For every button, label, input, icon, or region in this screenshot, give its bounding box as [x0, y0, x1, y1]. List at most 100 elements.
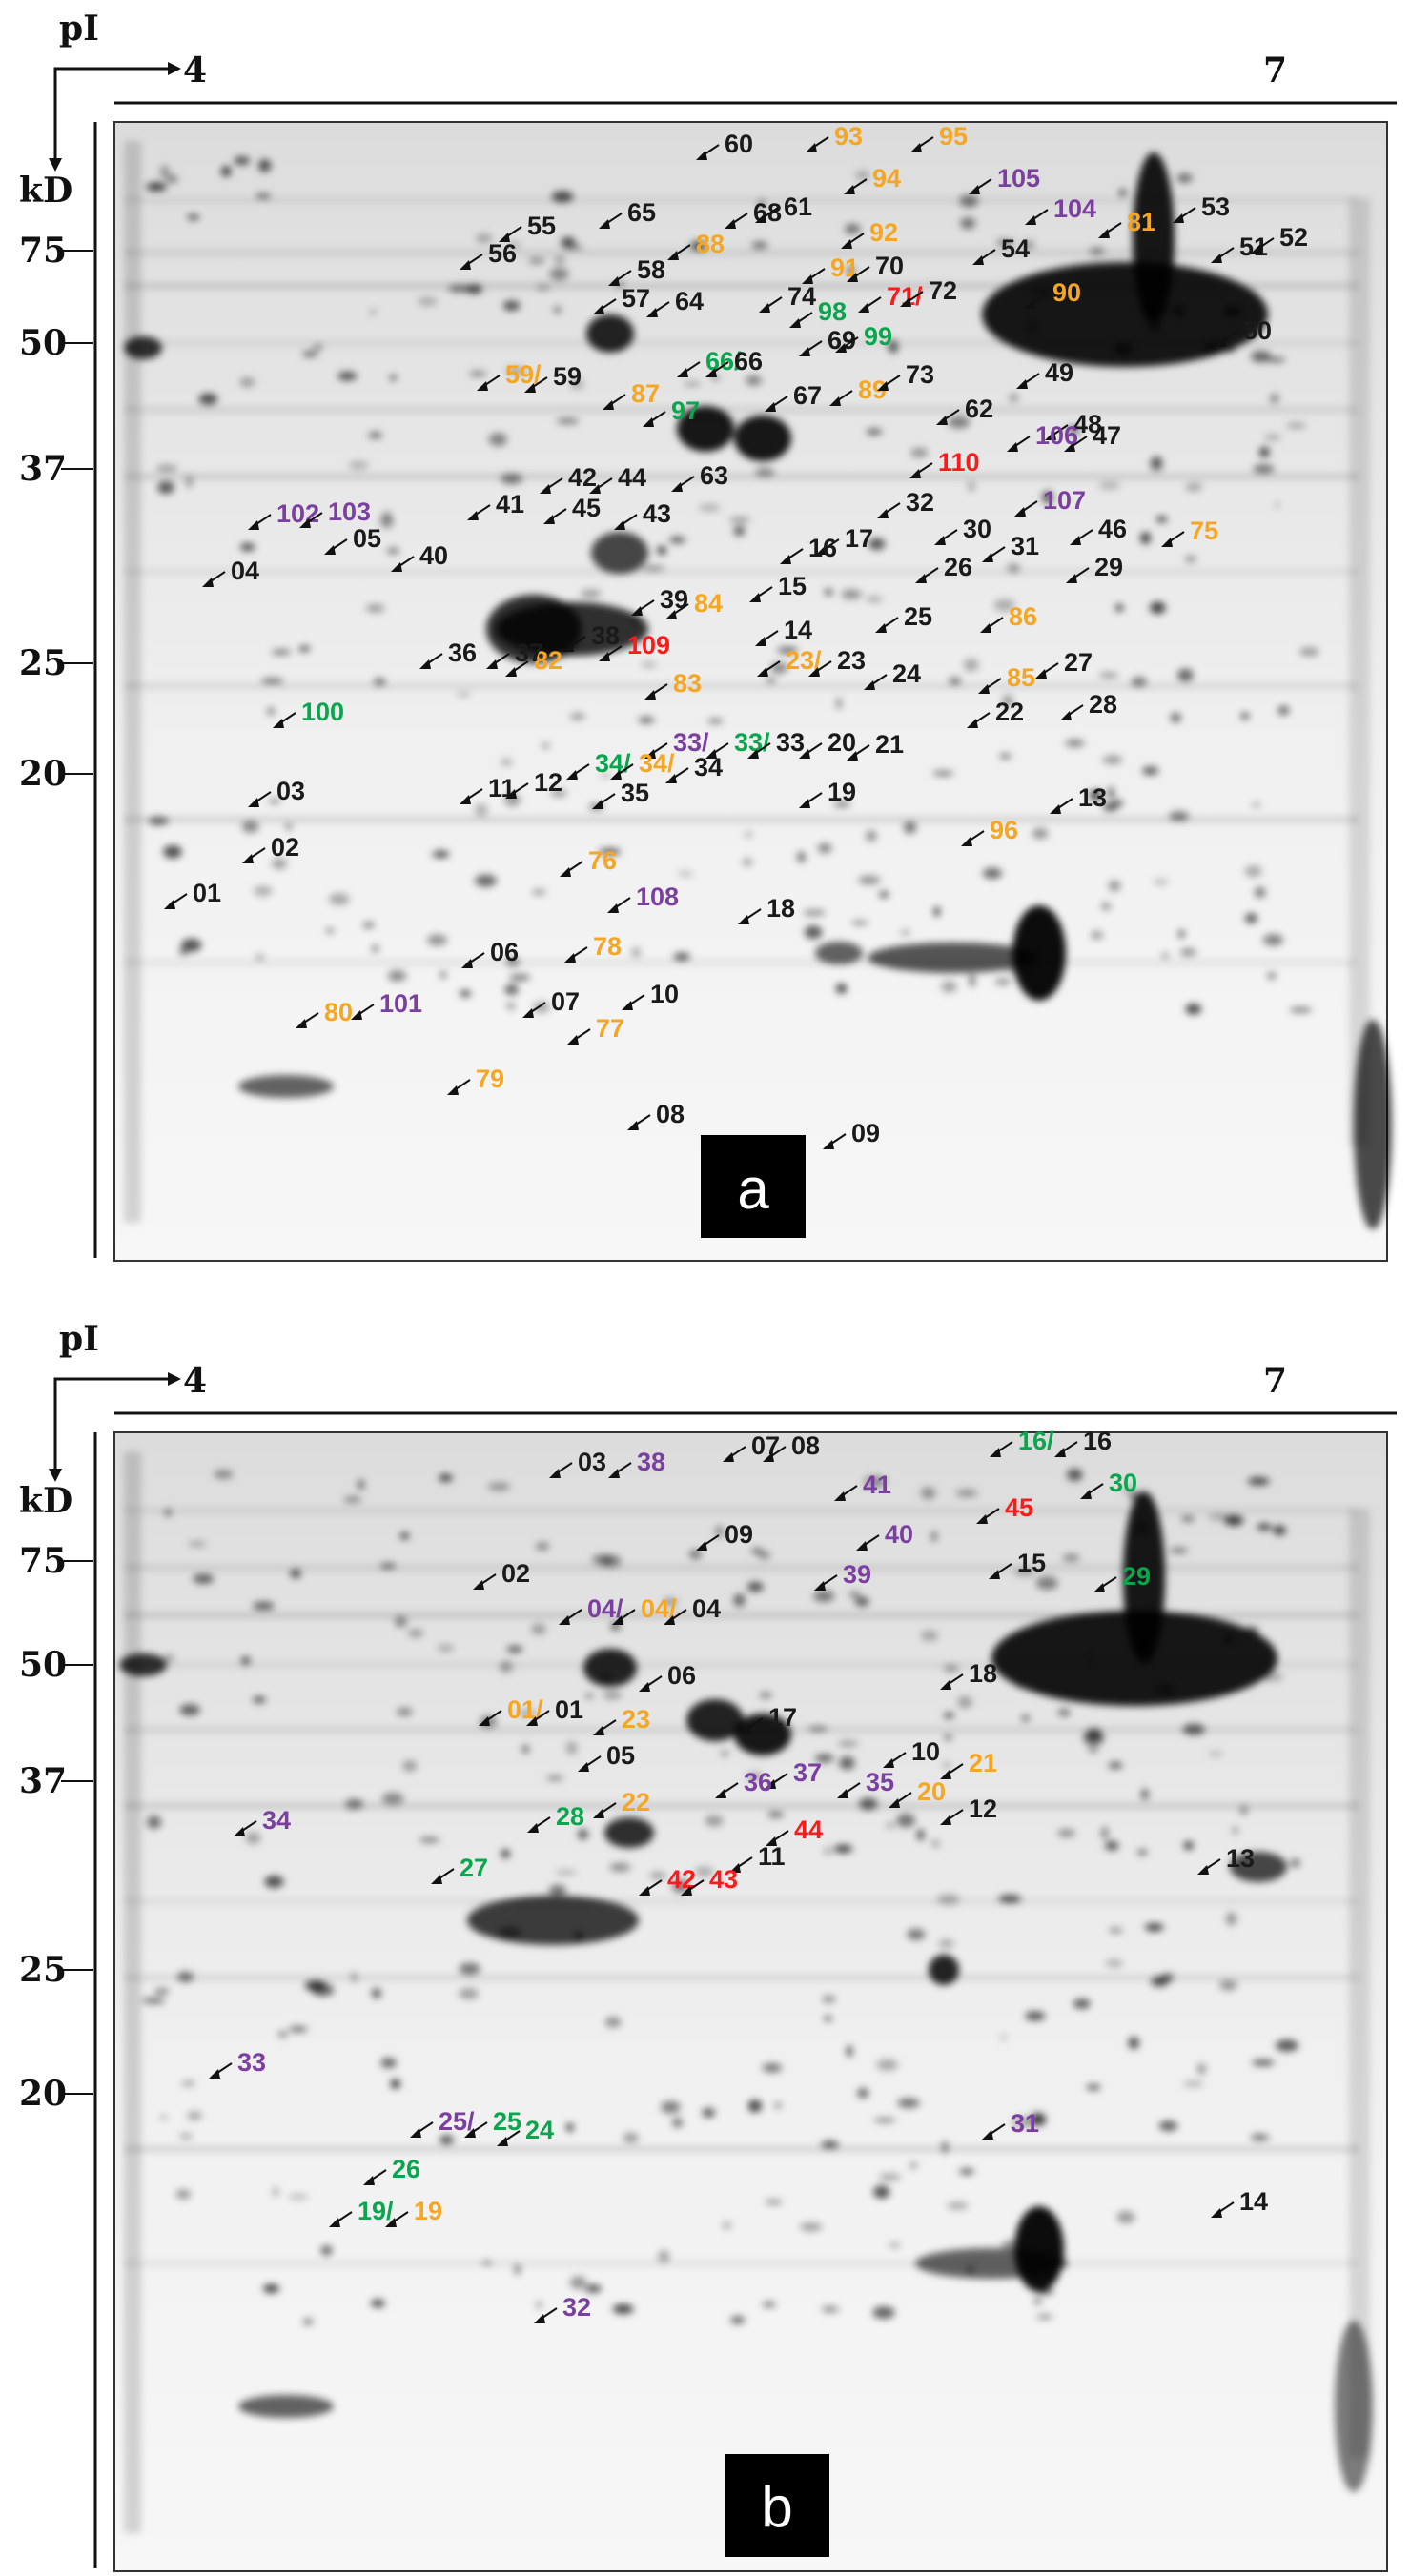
pi-arrow-icon [53, 1377, 172, 1472]
gel-protein-spots [124, 141, 1392, 1229]
spot-label: 67 [793, 381, 822, 410]
spot-label: 56 [488, 239, 517, 268]
kd-tick-label: 37 [19, 449, 67, 489]
spot-label: 98 [818, 297, 847, 326]
spot-label: 16/ [1018, 1427, 1054, 1455]
spot-label: 23 [837, 646, 866, 675]
spot-arrow-icon [1093, 1576, 1117, 1592]
spot-arrow-icon [527, 1816, 551, 1833]
spot-arrow-icon [834, 1485, 858, 1501]
spot-arrow-icon [1197, 1858, 1221, 1875]
spot-label: 38 [591, 621, 620, 650]
spot-label: 80 [324, 998, 353, 1026]
spot-label: 66/ [705, 347, 742, 375]
spot-label: 47 [1093, 421, 1121, 450]
spot-arrow-icon [534, 2307, 558, 2323]
spot-label: 36 [448, 639, 477, 667]
spot-arrow-icon [631, 599, 655, 616]
spot-arrow-icon [1161, 531, 1185, 547]
spot-arrow-icon [599, 213, 623, 229]
spot-arrow-icon [505, 782, 529, 799]
pi-axis-label: pI [59, 1319, 99, 1359]
spot-label: 26 [392, 2155, 420, 2183]
spot-arrow-icon [567, 1028, 591, 1045]
spot-label: 07 [551, 987, 580, 1016]
spot-label: 29 [1122, 1562, 1151, 1591]
spot-label: 55 [527, 212, 556, 240]
spot-arrow-icon [705, 742, 729, 759]
spot-arrow-icon [667, 244, 691, 260]
spot-label: 38 [637, 1448, 665, 1476]
spot-arrow-icon [559, 1609, 582, 1625]
spot-arrow-icon [599, 645, 623, 661]
spot-arrow-icon [1215, 331, 1238, 347]
spot-arrow-icon [877, 375, 901, 391]
spot-label: 103 [328, 497, 371, 526]
spot-arrow-icon [473, 1573, 497, 1590]
spot-arrow-icon [467, 504, 491, 520]
spot-label: 93 [834, 122, 863, 151]
spot-label: 94 [872, 164, 901, 193]
spot-arrow-icon [273, 712, 296, 728]
spot-label: 37 [793, 1758, 822, 1787]
spot-label: 72 [929, 276, 957, 305]
spot-arrow-icon [592, 793, 616, 809]
spot-arrow-icon [1066, 567, 1090, 583]
spot-label: 03 [578, 1448, 606, 1476]
spot-arrow-icon [612, 1609, 636, 1625]
spot-arrow-icon [363, 2169, 387, 2185]
spot-arrow-icon [900, 291, 924, 307]
spot-label: 99 [864, 322, 892, 351]
spot-label: 83 [673, 669, 702, 698]
spot-label: 37 [515, 639, 543, 667]
spot-label: 28 [1089, 690, 1117, 719]
spot-label: 57 [622, 284, 650, 313]
spot-arrow-icon [980, 617, 1004, 633]
kd-tick-label: 75 [19, 231, 67, 271]
spot-arrow-icon [614, 514, 638, 530]
spot-label: 65 [627, 198, 656, 227]
spot-arrow-icon [725, 213, 748, 229]
spot-arrow-icon [242, 847, 266, 863]
kd-tick-label: 75 [19, 1541, 67, 1581]
spot-label: 85 [1007, 663, 1035, 692]
spot-label: 25 [493, 2107, 521, 2136]
spot-arrow-icon [910, 136, 934, 152]
spot-arrow-icon [1035, 662, 1059, 679]
spot-label: 59 [553, 362, 582, 391]
spot-arrow-icon [837, 1782, 861, 1798]
spot-label: 12 [969, 1795, 997, 1823]
spot-arrow-icon [460, 788, 483, 804]
spot-arrow-icon [622, 994, 645, 1010]
spot-arrow-icon [755, 207, 779, 223]
spot-arrow-icon [391, 556, 415, 572]
spot-arrow-icon [982, 546, 1006, 562]
spot-arrow-icon [789, 312, 813, 328]
spot-arrow-icon [844, 178, 868, 194]
spot-label: 08 [791, 1431, 820, 1460]
spot-label: 24 [525, 2116, 554, 2144]
spot-label: 40 [885, 1520, 913, 1549]
spot-arrow-icon [248, 514, 272, 530]
spot-label: 54 [1001, 234, 1030, 263]
spot-label: 08 [656, 1100, 685, 1128]
spot-arrow-icon [627, 1114, 651, 1130]
spot-label: 14 [1239, 2187, 1268, 2216]
spot-arrow-icon [664, 1609, 687, 1625]
spot-label: 35 [621, 779, 649, 807]
spot-label: 31 [1011, 532, 1039, 560]
spot-arrow-icon [829, 390, 853, 406]
spot-arrow-icon [875, 617, 899, 633]
spot-label: 19 [828, 778, 856, 806]
spot-label: 30 [963, 515, 991, 543]
spot-arrow-icon [329, 2211, 353, 2227]
spot-arrow-icon [202, 571, 226, 587]
spot-arrow-icon [967, 712, 991, 728]
spot-label: 101 [379, 989, 422, 1018]
spot-label: 105 [997, 164, 1040, 193]
spot-arrow-icon [1014, 500, 1038, 517]
spot-label: 100 [301, 698, 344, 726]
spot-label: 07 [751, 1431, 780, 1460]
spot-arrow-icon [477, 375, 501, 391]
